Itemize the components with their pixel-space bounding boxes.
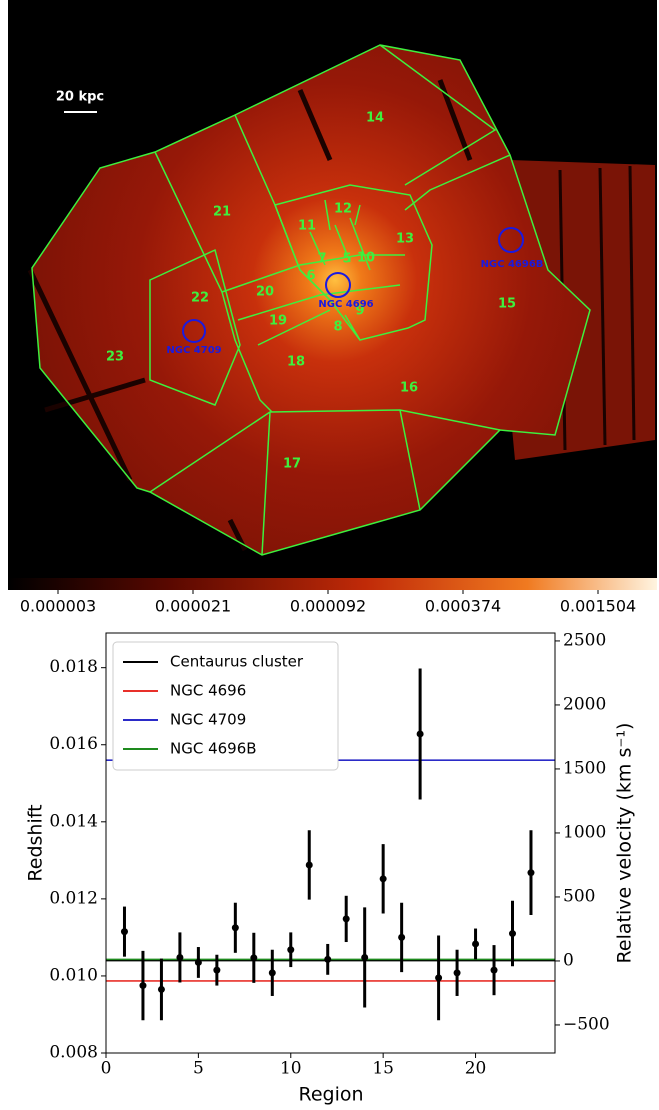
region-label: 23: [106, 350, 124, 365]
scale-label: 20 kpc: [56, 90, 104, 105]
region-label: 10: [357, 251, 375, 266]
region-label: 22: [191, 291, 209, 306]
data-point: [158, 986, 165, 993]
data-point: [232, 924, 239, 931]
legend-label: NGC 4696: [170, 682, 246, 700]
colorbar-tick-label: 0.000374: [425, 597, 501, 616]
y2-tick-label: 2500: [563, 630, 606, 650]
galaxy-label: NGC 4696B: [481, 259, 544, 270]
x-tick-label: 20: [465, 1059, 487, 1079]
y-tick-label: 0.010: [49, 965, 98, 985]
galaxy-label: NGC 4709: [166, 345, 221, 356]
legend-label: NGC 4696B: [170, 740, 257, 758]
region-label: 14: [366, 111, 384, 126]
data-point: [491, 967, 498, 974]
region-label: 13: [396, 232, 414, 247]
data-point: [139, 982, 146, 989]
region-label: 15: [498, 297, 516, 312]
data-point: [324, 956, 331, 963]
y2-tick-label: −500: [563, 1014, 610, 1034]
data-point: [454, 969, 461, 976]
x-tick-label: 0: [101, 1059, 112, 1079]
x-axis-label: Region: [298, 1084, 363, 1106]
region-label: 12: [334, 202, 352, 217]
region-label: 21: [213, 205, 231, 220]
y-axis-label: Redshift: [25, 804, 47, 881]
data-point: [472, 940, 479, 947]
region-label: 19: [269, 314, 287, 329]
data-point: [287, 946, 294, 953]
region-label: 17: [283, 457, 301, 472]
y2-tick-label: 2000: [563, 694, 606, 714]
region-label: 8: [333, 320, 342, 335]
region-label: 16: [400, 381, 418, 396]
y-tick-label: 0.018: [49, 657, 98, 677]
region-label: 20: [256, 285, 274, 300]
data-point: [361, 954, 368, 961]
data-point: [380, 875, 387, 882]
x-tick-label: 15: [372, 1059, 394, 1079]
data-point: [213, 967, 220, 974]
data-point: [417, 730, 424, 737]
data-point: [343, 915, 350, 922]
y2-tick-label: 1000: [563, 822, 606, 842]
colorbar-tick-label: 0.000003: [20, 597, 96, 616]
data-point: [195, 959, 202, 966]
y2-tick-label: 500: [563, 886, 595, 906]
region-label: 18: [287, 355, 305, 370]
y2-tick-label: 0: [563, 950, 574, 970]
colorbar: [8, 578, 657, 590]
region-label: 6: [306, 269, 315, 284]
data-point: [435, 974, 442, 981]
galaxy-label: NGC 4696: [318, 299, 373, 310]
data-point: [509, 930, 516, 937]
region-label: 5: [342, 252, 351, 267]
y-tick-label: 0.008: [49, 1043, 98, 1063]
data-point: [527, 869, 534, 876]
legend-label: NGC 4709: [170, 711, 246, 729]
data-point: [121, 928, 128, 935]
x-tick-label: 10: [280, 1059, 302, 1079]
y2-tick-label: 1500: [563, 758, 606, 778]
figure: 20 kpc Region Redshift Relative velocity…: [0, 0, 659, 1110]
data-point: [250, 954, 257, 961]
y-tick-label: 0.012: [49, 888, 98, 908]
y2-axis-label: Relative velocity (km s⁻¹): [614, 723, 636, 964]
colorbar-tick-label: 0.000092: [290, 597, 366, 616]
region-label: 11: [298, 219, 316, 234]
legend-label: Centaurus cluster: [170, 653, 304, 671]
data-point: [176, 954, 183, 961]
data-point: [269, 969, 276, 976]
colorbar-tick-label: 0.000021: [155, 597, 231, 616]
region-label: 7: [317, 252, 326, 267]
data-point: [398, 934, 405, 941]
y-tick-label: 0.014: [49, 811, 98, 831]
data-point: [306, 861, 313, 868]
y-tick-label: 0.016: [49, 734, 98, 754]
colorbar-tick-label: 0.001504: [560, 597, 636, 616]
x-tick-label: 5: [193, 1059, 204, 1079]
